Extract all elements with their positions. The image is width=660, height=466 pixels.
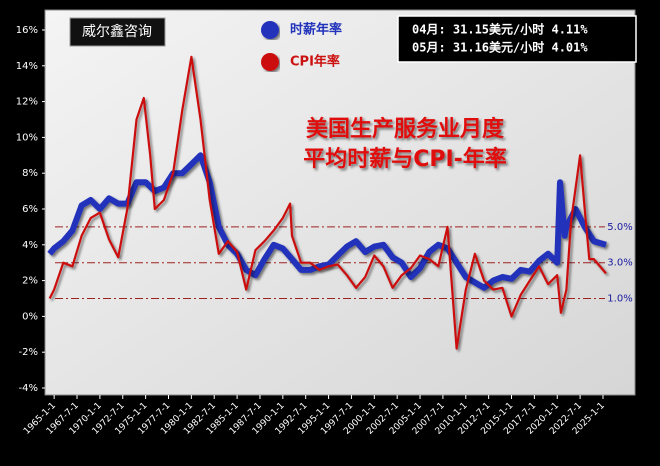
- line: [47, 152, 607, 291]
- y-tick-label: 12%: [16, 97, 38, 108]
- info-line: 04月: 31.15美元/小时 4.11%: [412, 22, 588, 37]
- y-tick-label: 14%: [16, 61, 38, 72]
- reference-label: 3.0%: [607, 258, 632, 269]
- chart-title: 平均时薪与CPI-年率: [303, 146, 507, 172]
- watermark-box: [69, 17, 166, 47]
- y-tick-label: 4%: [22, 240, 38, 251]
- info-box: [397, 15, 637, 63]
- y-tick-label: 8%: [22, 168, 38, 179]
- y-tick-label: -2%: [19, 347, 38, 358]
- plot-area: [44, 9, 636, 396]
- line: [48, 55, 607, 350]
- legend-marker: [261, 53, 279, 71]
- y-tick-label: 2%: [22, 276, 38, 287]
- y-tick-label: 6%: [22, 204, 38, 215]
- y-tick-label: 0%: [22, 311, 38, 322]
- chart-title: 美国生产服务业月度: [306, 116, 505, 142]
- watermark: 威尔鑫咨询: [82, 23, 152, 40]
- legend-label: 时薪年率: [290, 22, 342, 38]
- reference-label: 1.0%: [607, 294, 632, 305]
- legend-label: CPI年率: [290, 54, 340, 70]
- y-tick-label: 16%: [16, 25, 38, 36]
- info-line: 05月: 31.16美元/小时 4.01%: [412, 40, 588, 55]
- y-tick-label: 10%: [16, 132, 38, 143]
- reference-label: 5.0%: [607, 222, 632, 233]
- legend-marker: [261, 21, 279, 39]
- y-tick-label: -4%: [19, 383, 38, 394]
